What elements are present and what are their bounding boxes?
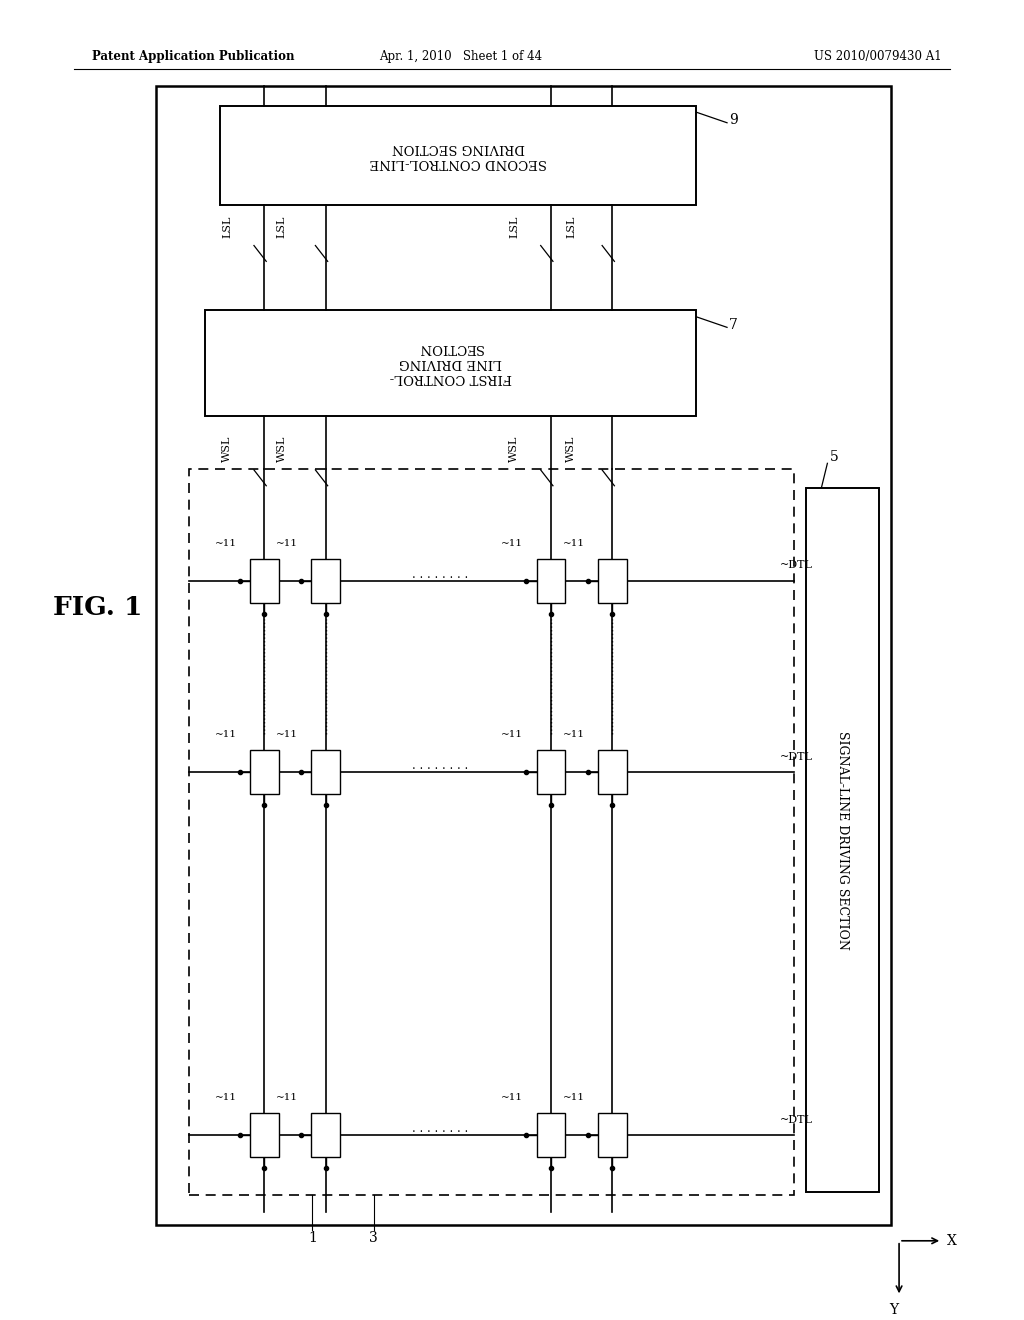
Text: Y: Y	[890, 1303, 898, 1317]
Bar	[806, 488, 879, 1192]
Text: . . . . . . . .: . . . . . . . .	[413, 759, 468, 772]
Text: X: X	[947, 1234, 957, 1247]
Text: ~11: ~11	[563, 539, 585, 548]
Text: ~11: ~11	[276, 730, 298, 739]
Text: LSL: LSL	[509, 215, 519, 238]
Text: 9: 9	[729, 114, 738, 127]
Bar	[598, 558, 627, 603]
Bar	[250, 1113, 279, 1158]
Text: 5: 5	[829, 450, 839, 463]
Bar	[205, 310, 696, 416]
Text: Apr. 1, 2010   Sheet 1 of 44: Apr. 1, 2010 Sheet 1 of 44	[379, 50, 543, 63]
Text: ~11: ~11	[502, 730, 523, 739]
Text: LSL: LSL	[276, 215, 287, 238]
Bar	[537, 750, 565, 795]
Text: FIG. 1: FIG. 1	[52, 595, 142, 619]
Text: 1: 1	[308, 1232, 316, 1245]
Bar	[598, 750, 627, 795]
Text: ~11: ~11	[563, 1093, 585, 1102]
Bar	[311, 1113, 340, 1158]
Text: ~11: ~11	[563, 730, 585, 739]
Text: SECOND CONTROL-LINE
DRIVING SECTION: SECOND CONTROL-LINE DRIVING SECTION	[370, 141, 547, 169]
Text: ~11: ~11	[502, 539, 523, 548]
Text: ~11: ~11	[502, 1093, 523, 1102]
Text: ~11: ~11	[276, 1093, 298, 1102]
Bar	[250, 558, 279, 603]
Text: LSL: LSL	[566, 215, 577, 238]
Text: ~DTL: ~DTL	[780, 751, 813, 762]
Text: FIRST CONTROL-
LINE DRIVING
SECTION: FIRST CONTROL- LINE DRIVING SECTION	[389, 342, 512, 384]
Text: Patent Application Publication: Patent Application Publication	[92, 50, 295, 63]
Text: . . . . . . . .: . . . . . . . .	[413, 568, 468, 581]
Bar	[311, 750, 340, 795]
Text: LSL: LSL	[222, 215, 232, 238]
Bar	[598, 1113, 627, 1158]
Text: ~11: ~11	[215, 539, 237, 548]
Text: US 2010/0079430 A1: US 2010/0079430 A1	[814, 50, 942, 63]
Text: . . . . . . . .: . . . . . . . .	[413, 1122, 468, 1135]
Bar	[537, 558, 565, 603]
Bar	[220, 106, 696, 205]
Bar	[250, 750, 279, 795]
Text: WSL: WSL	[566, 436, 577, 462]
Text: WSL: WSL	[276, 436, 287, 462]
Bar	[156, 86, 891, 1225]
Text: WSL: WSL	[222, 436, 232, 462]
Text: ~11: ~11	[215, 730, 237, 739]
Text: WSL: WSL	[509, 436, 519, 462]
Bar	[311, 558, 340, 603]
Text: ~DTL: ~DTL	[780, 560, 813, 570]
Text: ~11: ~11	[276, 539, 298, 548]
Text: SIGNAL-LINE DRIVING SECTION: SIGNAL-LINE DRIVING SECTION	[836, 731, 849, 949]
Bar	[189, 469, 794, 1195]
Text: 7: 7	[729, 318, 738, 331]
Text: 3: 3	[370, 1232, 378, 1245]
Text: ~DTL: ~DTL	[780, 1114, 813, 1125]
Text: ~11: ~11	[215, 1093, 237, 1102]
Bar	[537, 1113, 565, 1158]
